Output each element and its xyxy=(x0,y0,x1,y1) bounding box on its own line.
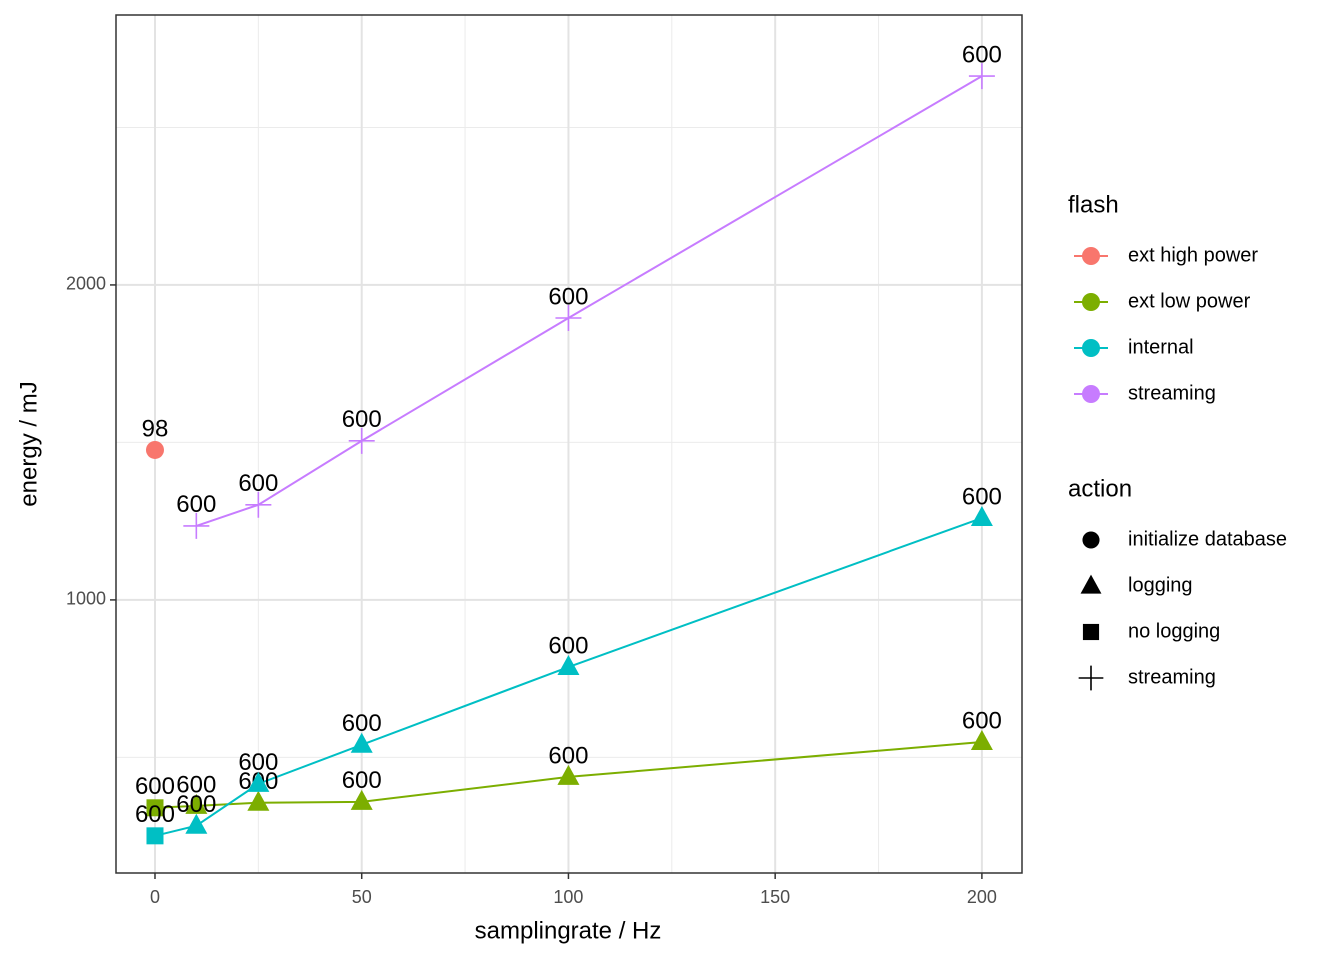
legend-title: flash xyxy=(1068,191,1119,218)
data-label: 600 xyxy=(135,773,175,800)
legend-label: logging xyxy=(1128,574,1193,596)
point xyxy=(350,732,373,753)
point xyxy=(968,63,995,90)
point xyxy=(970,506,993,527)
series-line xyxy=(154,740,982,809)
x-tick-label: 200 xyxy=(967,887,997,907)
data-label: 600 xyxy=(342,767,382,794)
data-label: 600 xyxy=(176,771,216,798)
data-label: 600 xyxy=(238,470,278,497)
x-tick-label: 100 xyxy=(553,887,583,907)
point xyxy=(183,512,210,539)
legend-label: streaming xyxy=(1128,382,1216,404)
panel-border xyxy=(115,14,1023,874)
point xyxy=(185,813,208,834)
legend-title: action xyxy=(1068,475,1132,502)
data-label: 600 xyxy=(342,406,382,433)
y-tick-label: 1000 xyxy=(66,589,106,609)
data-label: 600 xyxy=(176,491,216,518)
legend-label: streaming xyxy=(1128,666,1216,688)
point xyxy=(146,827,164,845)
legend-key xyxy=(1078,665,1104,691)
data-label: 600 xyxy=(548,632,588,659)
y-axis-title: energy / mJ xyxy=(15,381,42,506)
point xyxy=(557,655,580,676)
legend-label: internal xyxy=(1128,336,1194,358)
point xyxy=(185,793,208,814)
data-label: 600 xyxy=(962,707,1002,734)
legend-key xyxy=(1082,385,1100,403)
legend-key xyxy=(1082,247,1100,265)
legend-key xyxy=(1082,531,1100,549)
data-label: 600 xyxy=(135,801,175,828)
point xyxy=(557,764,580,785)
point xyxy=(247,790,270,811)
x-tick-label: 150 xyxy=(760,887,790,907)
data-label: 600 xyxy=(548,742,588,769)
data-label: 600 xyxy=(342,710,382,737)
data-label: 600 xyxy=(548,283,588,310)
data-label: 600 xyxy=(962,483,1002,510)
data-label: 600 xyxy=(962,41,1002,68)
legend-label: ext high power xyxy=(1128,244,1258,266)
point xyxy=(146,799,164,817)
data-label: 98 xyxy=(142,415,169,442)
legend-key xyxy=(1080,574,1102,594)
y-tick-label: 2000 xyxy=(66,274,106,294)
point xyxy=(145,440,164,459)
point xyxy=(245,491,272,518)
legend-key xyxy=(1082,623,1100,641)
data-label: 600 xyxy=(176,791,216,818)
point xyxy=(970,729,993,750)
x-tick-label: 50 xyxy=(352,887,372,907)
legend-label: no logging xyxy=(1128,620,1220,642)
legend-label: initialize database xyxy=(1128,528,1287,550)
point xyxy=(247,771,270,792)
point xyxy=(350,789,373,810)
point xyxy=(555,305,582,332)
x-tick-label: 0 xyxy=(150,887,160,907)
legend-label: ext low power xyxy=(1128,290,1251,312)
legend-key xyxy=(1082,339,1100,357)
legend-key xyxy=(1082,293,1100,311)
data-label: 600 xyxy=(238,749,278,776)
x-axis-title: samplingrate / Hz xyxy=(475,917,662,944)
point xyxy=(348,427,375,454)
